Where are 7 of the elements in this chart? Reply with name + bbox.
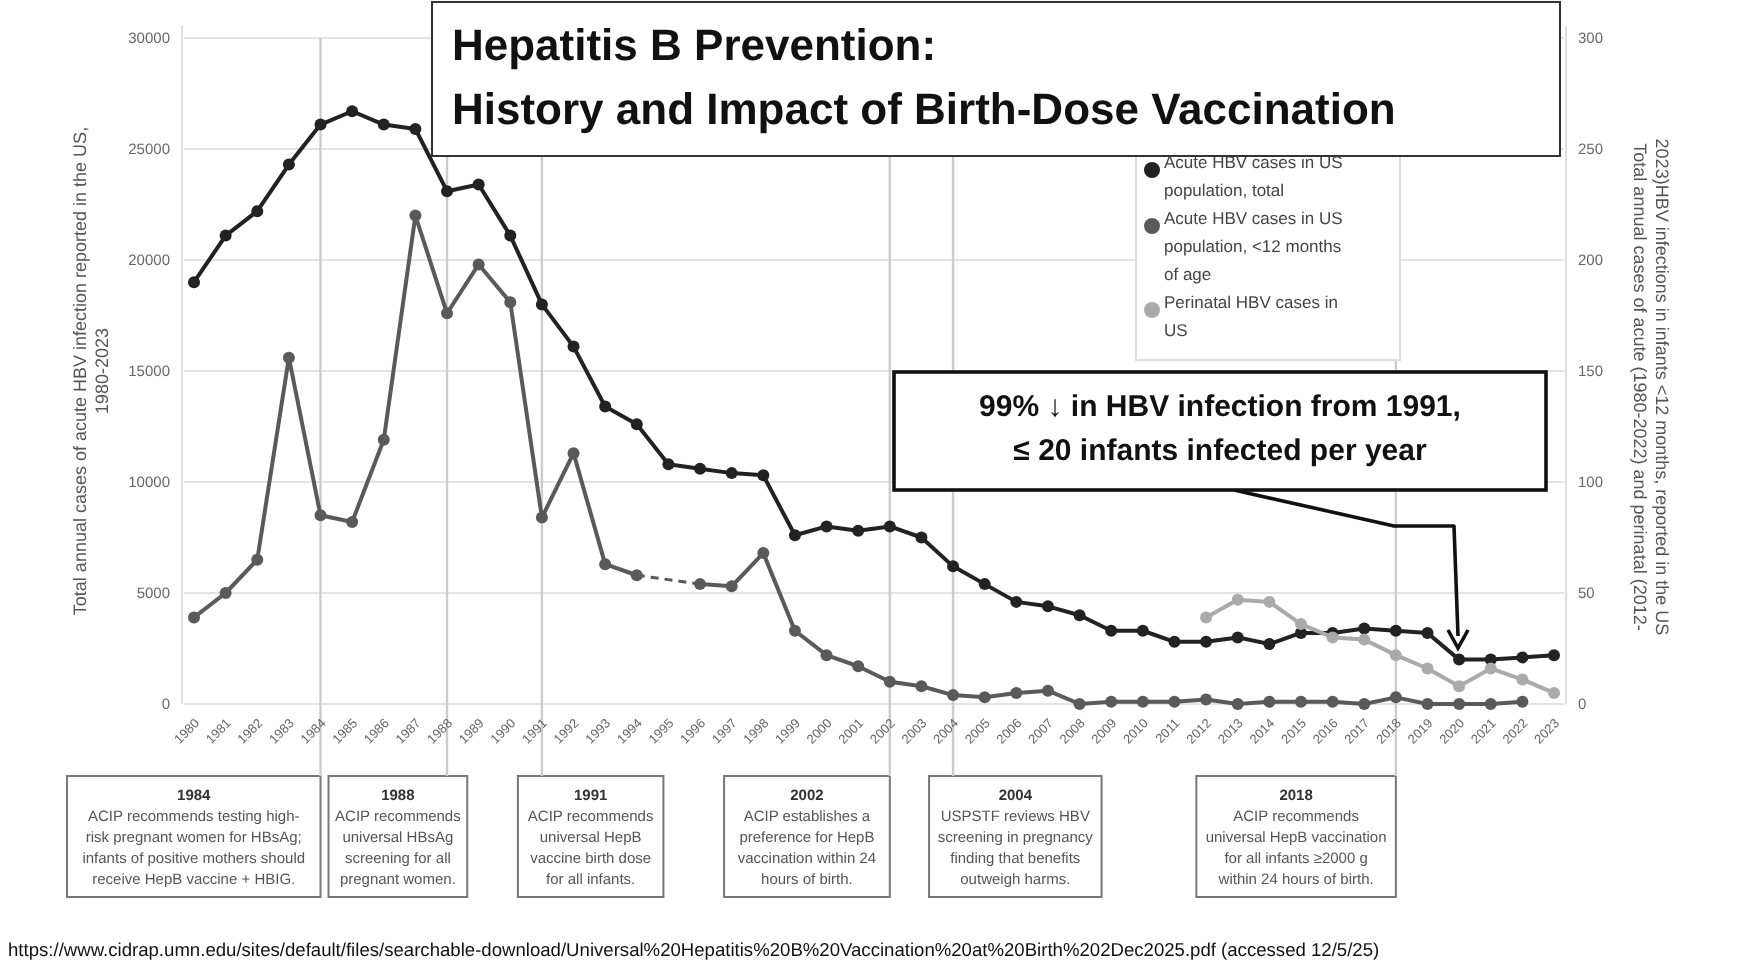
annotation: 99% ↓ in HBV infection from 1991, ≤ 20 infants infected per year <box>979 390 1461 468</box>
chart-title: Hepatitis B Prevention: History and Impact of Birth-Dose Vaccination <box>452 20 1396 134</box>
y-axis-title: Total annual cases of acute HBV infection reported in the US, 1980-2023 <box>70 126 112 616</box>
text: https://www.cidrap.umn.edu/sites/default/files/searchable-download/Universal%20Hepatitis%20B%20Vaccination%20at%20Birth%202Dec2025.pdf (accessed 12/5/25) <box>8 940 1380 960</box>
y2-axis-title: Total annual cases of acute (1980-2022) and perinatal (2012- 2023)HBV infections in infants <12 months, reported in the US <box>1630 138 1672 636</box>
legend-label: Perinatal HBV cases in US <box>1164 292 1339 340</box>
legend-label: Acute HBV cases in US population, <12 months of age <box>1164 208 1344 284</box>
